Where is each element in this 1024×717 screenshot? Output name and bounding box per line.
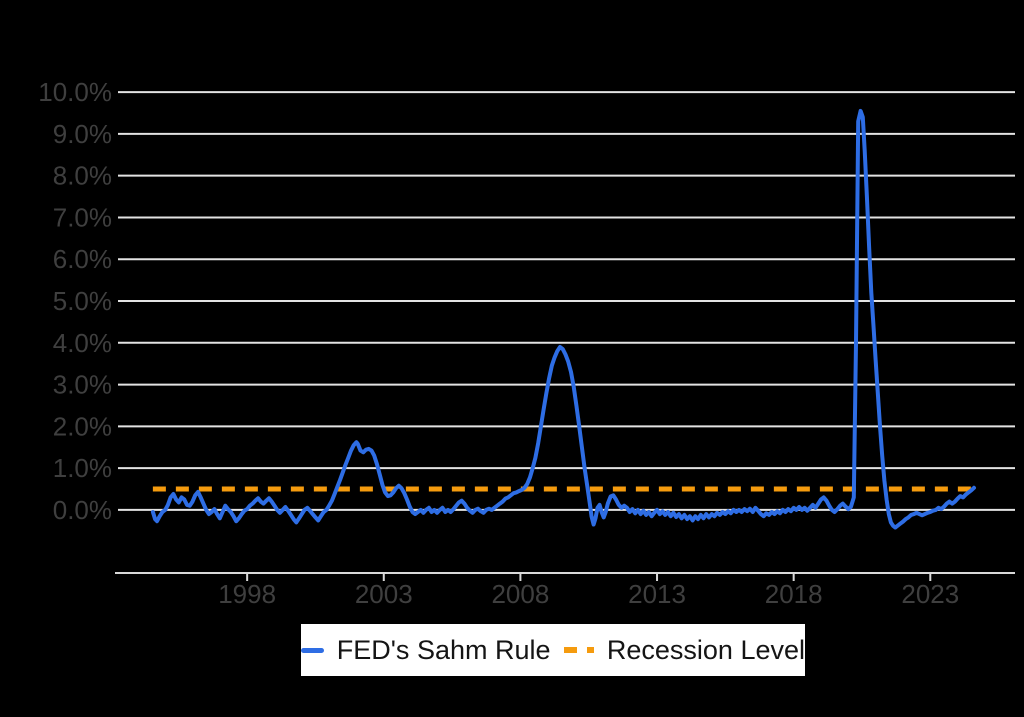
recession-level-dash-swatch-icon: [563, 647, 594, 653]
y-tick-label: 10.0%: [38, 77, 112, 107]
x-tick-label: 2013: [628, 579, 686, 609]
y-tick-label: 2.0%: [53, 411, 112, 441]
x-tick-label: 2003: [355, 579, 413, 609]
y-tick-label: 1.0%: [53, 453, 112, 483]
y-tick-label: 8.0%: [53, 161, 112, 191]
sahm-rule-series-path: [150, 108, 976, 530]
x-tick-label: 1998: [218, 579, 276, 609]
y-tick-label: 9.0%: [53, 119, 112, 149]
y-tick-label: 0.0%: [53, 495, 112, 525]
y-tick-label: 3.0%: [53, 370, 112, 400]
sahm-rule-line-swatch-icon: [301, 647, 324, 653]
legend-label-recession: Recession Level: [606, 634, 805, 665]
y-tick-label: 5.0%: [53, 286, 112, 316]
x-tick-label: 2018: [765, 579, 823, 609]
x-tick-label: 2023: [901, 579, 959, 609]
legend-label-sahm: FED's Sahm Rule: [336, 634, 551, 665]
y-tick-label: 6.0%: [53, 244, 112, 274]
y-tick-label: 4.0%: [53, 328, 112, 358]
legend: FED's Sahm Rule Recession Level: [301, 624, 805, 676]
y-tick-label: 7.0%: [53, 202, 112, 232]
x-tick-label: 2008: [491, 579, 549, 609]
